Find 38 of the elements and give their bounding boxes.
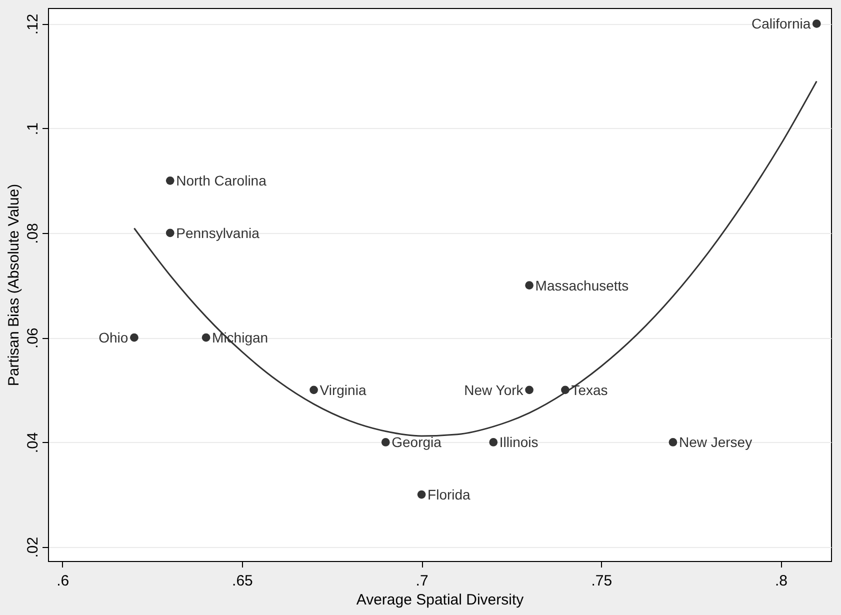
point bbox=[381, 438, 390, 446]
x-tick-label: .75 bbox=[591, 572, 612, 590]
data-label: New York bbox=[464, 382, 524, 398]
point bbox=[417, 490, 426, 499]
point bbox=[812, 20, 821, 28]
y-tick-label: .12 bbox=[24, 14, 42, 35]
data-label: Ohio bbox=[98, 330, 128, 346]
x-tick-label: .8 bbox=[774, 572, 788, 590]
point bbox=[130, 333, 138, 342]
point bbox=[525, 281, 534, 290]
data-label: Georgia bbox=[392, 434, 442, 450]
point bbox=[166, 176, 174, 185]
x-axis-title: Average Spatial Diversity bbox=[356, 592, 524, 608]
data-label: Virginia bbox=[320, 382, 366, 398]
y-tick-label: .08 bbox=[24, 223, 42, 244]
y-tick-label: .04 bbox=[24, 432, 42, 454]
y-axis-title: Partisan Bias (Absolute Value) bbox=[6, 184, 22, 386]
data-label: Massachusetts bbox=[535, 277, 629, 294]
point bbox=[489, 438, 498, 446]
data-label: Florida bbox=[428, 486, 471, 503]
data-label: Pennsylvania bbox=[176, 224, 260, 241]
x-tick-label: .6 bbox=[56, 572, 70, 590]
data-label: Texas bbox=[571, 382, 608, 398]
point bbox=[525, 386, 534, 394]
line-series bbox=[133, 80, 818, 437]
data-label: California bbox=[751, 16, 811, 32]
x-tick-label: .65 bbox=[232, 572, 253, 590]
point bbox=[202, 333, 210, 342]
point bbox=[166, 228, 174, 238]
x-tick-label: .7 bbox=[416, 572, 428, 590]
y-tick-label: .02 bbox=[24, 536, 42, 558]
y-tick-label: .06 bbox=[24, 328, 42, 349]
data-label: Illinois bbox=[499, 434, 538, 450]
data-label: North Carolina bbox=[176, 172, 267, 189]
data-label: New Jersey bbox=[678, 434, 752, 450]
y-tick-label: .1 bbox=[24, 122, 42, 136]
point bbox=[668, 438, 678, 446]
point bbox=[310, 386, 318, 394]
